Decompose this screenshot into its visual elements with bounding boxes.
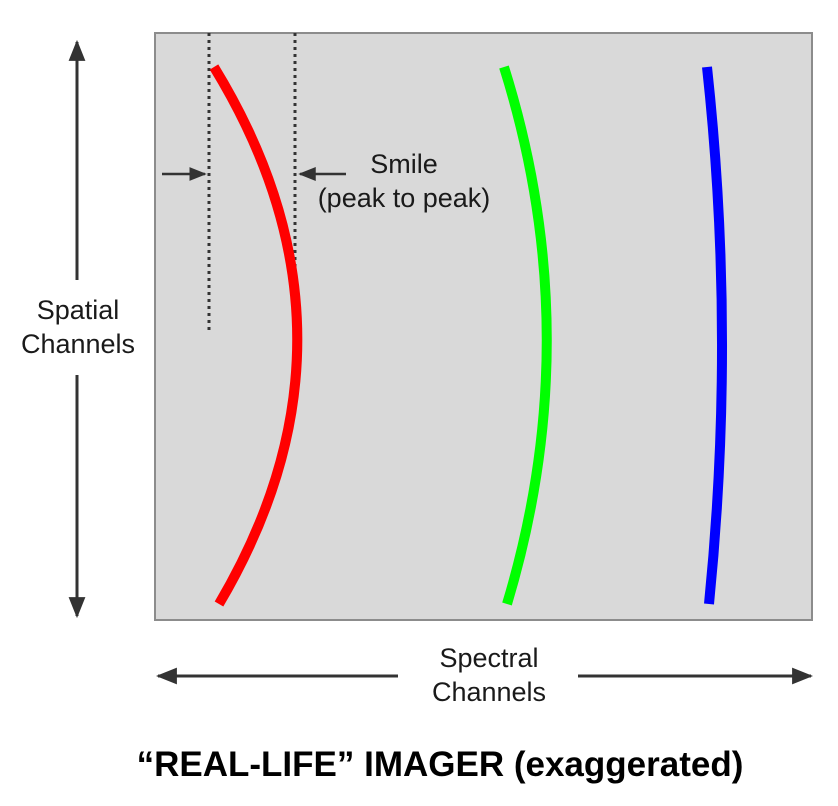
smile-label-line1: Smile xyxy=(370,149,438,179)
blue-spectral-line xyxy=(702,66,727,605)
smile-label-line2: (peak to peak) xyxy=(317,183,491,213)
spectral-channels-label: Spectral Channels xyxy=(405,641,573,709)
green-spectral-line xyxy=(499,65,552,606)
spectral-label-line1: Spectral xyxy=(439,643,539,673)
smile-label: Smile (peak to peak) xyxy=(304,147,504,215)
spatial-label-line1: Spatial xyxy=(36,295,120,325)
spectral-label-line2: Channels xyxy=(431,677,547,707)
red-spectral-line xyxy=(209,64,303,607)
spatial-channels-label: Spatial Channels xyxy=(8,293,148,361)
spatial-label-line2: Channels xyxy=(20,329,136,359)
figure-caption: “REAL-LIFE” IMAGER (exaggerated) xyxy=(136,745,744,784)
